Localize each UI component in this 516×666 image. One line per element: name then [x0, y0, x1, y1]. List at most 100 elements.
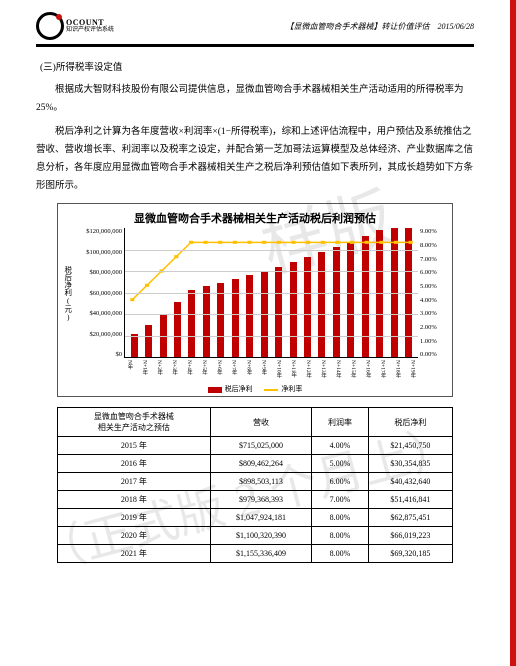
x-tick: N+19年: [408, 360, 416, 382]
chart-legend: 税后净利 净利率: [62, 384, 448, 394]
logo-dot: [56, 14, 62, 20]
y-tick: $20,000,000: [90, 331, 123, 338]
grid-line: [125, 293, 418, 294]
x-tick: N+11年: [289, 360, 297, 382]
table-cell: $979,368,393: [210, 491, 311, 509]
x-tick: N+8年: [245, 360, 253, 382]
x-tick: N+2年: [155, 360, 163, 382]
line-marker: [247, 241, 251, 244]
table-cell: $69,320,185: [368, 545, 452, 563]
x-tick: N+9年: [259, 360, 267, 382]
line-marker: [335, 241, 339, 244]
x-tick: N+13年: [319, 360, 327, 382]
line-marker: [262, 241, 266, 244]
table-cell: 2016 年: [58, 455, 211, 473]
table-cell: 2019 年: [58, 509, 211, 527]
table-header-3: 利润率: [312, 408, 369, 437]
y2-tick: 9.00%: [420, 228, 448, 235]
y-axis-ticks: $120,000,000$100,000,000$80,000,000$60,0…: [74, 228, 124, 358]
y2-tick: 4.00%: [420, 297, 448, 304]
grid-line: [125, 336, 418, 337]
table-row: 2020 年$1,100,320,3908.00%$66,019,223: [58, 527, 453, 545]
legend-bar-swatch: [208, 387, 222, 393]
header-right: 【显微血管吻合手术器械】转让价值评估 2015/06/28: [286, 21, 474, 32]
table-cell: 8.00%: [312, 545, 369, 563]
y2-tick: 8.00%: [420, 242, 448, 249]
table-cell: $898,503,113: [210, 473, 311, 491]
table-cell: 2018 年: [58, 491, 211, 509]
y-tick: $80,000,000: [90, 269, 123, 276]
table-header-4: 税后净利: [368, 408, 452, 437]
table-row: 2016 年$809,462,2645.00%$30,354,835: [58, 455, 453, 473]
line-marker: [130, 298, 134, 301]
table-cell: 8.00%: [312, 509, 369, 527]
section-title: (三)所得税率设定值: [40, 59, 474, 73]
x-tick: N+1年: [140, 360, 148, 382]
line-marker: [291, 241, 295, 244]
y2-tick: 2.00%: [420, 324, 448, 331]
table-cell: $66,019,223: [368, 527, 452, 545]
table-cell: 2017 年: [58, 473, 211, 491]
table-cell: $715,025,000: [210, 437, 311, 455]
table-header-2: 营收: [210, 408, 311, 437]
page-header: OCOUNT 知识产权评估系统 【显微血管吻合手术器械】转让价值评估 2015/…: [36, 12, 474, 47]
line-marker: [218, 241, 222, 244]
x-tick: N+3年: [170, 360, 178, 382]
y-tick: $100,000,000: [86, 249, 122, 256]
chart-area: 税后净利(元) $120,000,000 $100,000,000 $80,000,…: [62, 228, 448, 358]
y2-tick: 3.00%: [420, 310, 448, 317]
table-cell: $1,100,320,390: [210, 527, 311, 545]
x-tick: N+10年: [274, 360, 282, 382]
y-tick: $40,000,000: [90, 310, 123, 317]
logo-text: OCOUNT 知识产权评估系统: [66, 19, 114, 33]
line-marker: [321, 241, 325, 244]
table-row: 2018 年$979,368,3937.00%$51,416,841: [58, 491, 453, 509]
brand-name: OCOUNT: [66, 19, 114, 27]
x-tick: N+7年: [230, 360, 238, 382]
x-tick: N+16年: [364, 360, 372, 382]
data-table: 显微血管吻合手术器械 相关生产活动之预估 营收 利润率 税后净利 2015 年$…: [57, 407, 453, 563]
x-tick: N+5年: [200, 360, 208, 382]
line-marker: [204, 241, 208, 244]
grid-line: [125, 250, 418, 251]
logo: OCOUNT 知识产权评估系统: [36, 12, 114, 40]
line-marker: [379, 241, 383, 244]
table-cell: $1,047,924,181: [210, 509, 311, 527]
table-cell: 7.00%: [312, 491, 369, 509]
table-header-1-l2: 相关生产活动之预估: [62, 422, 206, 433]
x-tick: N+12年: [304, 360, 312, 382]
table-cell: 2021 年: [58, 545, 211, 563]
y2-tick: 7.00%: [420, 256, 448, 263]
y-axis-label: 税后净利(元): [62, 228, 74, 358]
x-tick: N+15年: [349, 360, 357, 382]
y2-axis-ticks: 9.00% 8.00% 7.00% 6.00% 5.00% 4.00% 3.00% 2.00%…: [418, 228, 448, 358]
table-cell: 8.00%: [312, 527, 369, 545]
line-marker: [174, 255, 178, 258]
x-tick: N+6年: [215, 360, 223, 382]
table-cell: $51,416,841: [368, 491, 452, 509]
table-cell: $30,354,835: [368, 455, 452, 473]
x-tick: N+17年: [379, 360, 387, 382]
y-tick: $120,000,000: [86, 228, 122, 235]
line-marker: [145, 284, 149, 287]
chart-container: 显微血管吻合手术器械相关生产活动税后利润预估 税后净利(元) $120,000,…: [57, 203, 453, 397]
line-marker: [277, 241, 281, 244]
page: OCOUNT 知识产权评估系统 【显微血管吻合手术器械】转让价值评估 2015/…: [0, 0, 516, 666]
plot-area: [124, 228, 418, 358]
table-header-1-l1: 显微血管吻合手术器械: [62, 411, 206, 422]
table-cell: $1,155,336,409: [210, 545, 311, 563]
table-header-row: 显微血管吻合手术器械 相关生产活动之预估 营收 利润率 税后净利: [58, 408, 453, 437]
x-tick: N年: [125, 360, 133, 382]
table-cell: $62,875,451: [368, 509, 452, 527]
chart-title: 显微血管吻合手术器械相关生产活动税后利润预估: [62, 210, 448, 226]
table-body: 2015 年$715,025,0004.00%$21,450,7502016 年…: [58, 437, 453, 563]
table-row: 2017 年$898,503,1136.00%$40,432,640: [58, 473, 453, 491]
table-cell: 2015 年: [58, 437, 211, 455]
y2-tick: 6.00%: [420, 269, 448, 276]
table-cell: 6.00%: [312, 473, 369, 491]
grid-line: [125, 271, 418, 272]
line-marker: [365, 241, 369, 244]
y2-tick: 5.00%: [420, 283, 448, 290]
line-marker: [306, 241, 310, 244]
legend-line-swatch: [264, 389, 278, 391]
